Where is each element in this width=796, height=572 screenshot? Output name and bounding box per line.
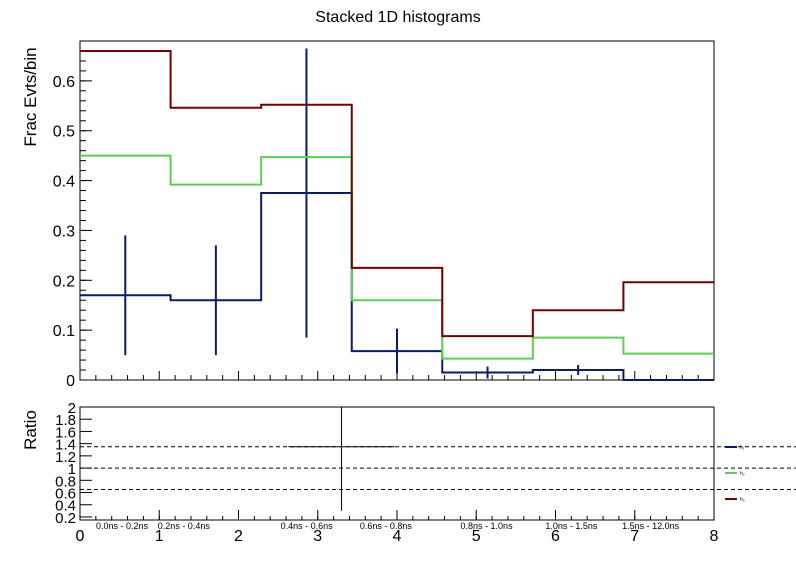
ratio-x-tick-label: 7 <box>630 528 639 545</box>
y-axis-label: Frac Evts/bin <box>21 47 40 146</box>
ratio-y-tick-label: 0.6 <box>55 486 76 503</box>
ratio-y-tick-label: 0.2 <box>55 510 76 527</box>
ratio-y-tick-label: 2 <box>68 400 76 417</box>
top-plot: 0 0.1 0.2 0.3 0.4 0.5 0.6 <box>53 48 715 390</box>
bin-label: 1.5ns - 12.0ns <box>622 521 680 531</box>
y-tick-label: 0.3 <box>53 223 75 240</box>
ratio-plot-frame <box>79 406 715 521</box>
ratio-y-tick-label: 0.4 <box>55 498 76 515</box>
bin-label: 0.8ns - 1.0ns <box>461 521 514 531</box>
ratio-x-tick-label: 1 <box>155 528 164 545</box>
ratio-y-tick-label: 1.2 <box>55 449 76 466</box>
bin-label: 1.0ns - 1.5ns <box>545 521 598 531</box>
ratio-x-tick-label: 2 <box>234 528 243 545</box>
y-tick-label: 0.5 <box>53 124 75 141</box>
y-tick-label: 0 <box>66 373 75 390</box>
ratio-x-tick-label: 4 <box>393 528 402 545</box>
y-tick-label: 0.1 <box>53 323 75 340</box>
legend: h₁ h₂ h₃ <box>725 445 745 503</box>
bin-label: 0.4ns - 0.6ns <box>281 521 334 531</box>
ratio-x-tick-label: 8 <box>710 528 719 545</box>
ratio-y-tick-label: 0.8 <box>55 473 76 490</box>
bin-label: 0.0ns - 0.2ns <box>96 521 149 531</box>
legend-label: h₃ <box>740 497 745 503</box>
ratio-y-tick-label: 1.8 <box>55 412 76 429</box>
histogram-series-3 <box>80 49 714 338</box>
y-tick-label: 0.6 <box>53 74 75 91</box>
legend-label: h₁ <box>740 445 745 451</box>
chart-title: Stacked 1D histograms <box>315 9 480 26</box>
ratio-y-tick-label: 1.4 <box>55 437 76 454</box>
histogram-series-2 <box>80 154 714 360</box>
ratio-x-tick-label: 0 <box>76 528 85 545</box>
legend-label: h₂ <box>740 471 745 477</box>
ratio-x-tick-label: 3 <box>313 528 322 545</box>
ratio-x-tick-label: 5 <box>472 528 481 545</box>
bin-label: 0.2ns - 0.4ns <box>158 521 211 531</box>
bin-label: 0.6ns - 0.8ns <box>360 521 413 531</box>
ratio-x-tick-label: 6 <box>551 528 560 545</box>
ratio-y-tick-label: 1 <box>68 461 76 478</box>
y-tick-label: 0.2 <box>53 273 75 290</box>
y-tick-label: 0.4 <box>53 174 75 191</box>
ratio-plot: 0 1 2 3 4 5 6 7 80.20.40.60.811.21.41.61.820.0ns… <box>55 400 796 545</box>
ratio-y-tick-label: 1.6 <box>55 424 76 441</box>
ratio-axis-label: Ratio <box>21 410 40 450</box>
